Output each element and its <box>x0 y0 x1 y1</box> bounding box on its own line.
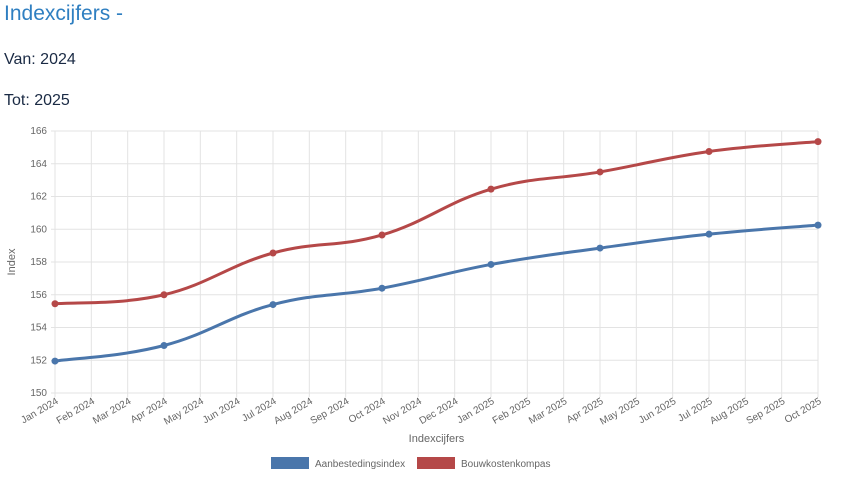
x-tick-label: Oct 2025 <box>783 396 824 426</box>
series-line-aanbestedingsindex <box>54 223 819 363</box>
x-tick-label: Feb 2025 <box>491 396 533 427</box>
y-tick-label: 164 <box>30 159 47 170</box>
data-point <box>596 168 604 176</box>
y-tick-label: 158 <box>30 257 47 268</box>
y-axis-title: Index <box>6 248 18 275</box>
x-tick-label: Aug 2024 <box>272 396 315 427</box>
data-point <box>269 301 277 309</box>
x-tick-label: Dec 2024 <box>418 396 461 427</box>
x-tick-label: Jun 2025 <box>637 396 679 426</box>
data-point <box>814 138 822 146</box>
x-tick-label: May 2025 <box>598 396 642 428</box>
x-tick-label: Jun 2024 <box>201 396 243 426</box>
y-tick-label: 162 <box>30 192 47 203</box>
y-tick-label: 150 <box>30 388 47 399</box>
from-year: Van: 2024 <box>4 51 76 68</box>
x-tick-label: Feb 2024 <box>55 396 97 427</box>
y-tick-label: 156 <box>30 290 47 301</box>
data-point <box>378 231 386 239</box>
x-tick-label: Oct 2024 <box>347 396 388 426</box>
legend-label: Aanbestedingsindex <box>315 459 405 470</box>
x-tick-label: Aug 2025 <box>708 396 751 427</box>
legend-label: Bouwkostenkompas <box>461 459 551 470</box>
x-tick-label: Jan 2025 <box>455 396 497 426</box>
y-tick-label: 154 <box>30 323 47 334</box>
x-tick-label: Sep 2025 <box>745 396 788 427</box>
data-point <box>487 185 495 193</box>
y-tick-label: 166 <box>30 126 47 137</box>
data-point <box>705 230 713 238</box>
data-point <box>596 244 604 252</box>
x-tick-label: Mar 2024 <box>91 396 133 427</box>
data-point <box>51 300 59 308</box>
y-tick-label: 152 <box>30 355 47 366</box>
series-line-bouwkostenkompas <box>54 140 819 306</box>
legend-swatch <box>417 457 455 469</box>
data-point <box>378 284 386 292</box>
to-year: Tot: 2025 <box>4 92 70 109</box>
x-tick-label: Nov 2024 <box>381 396 424 427</box>
x-tick-label: Sep 2024 <box>309 396 352 427</box>
data-point <box>160 342 168 350</box>
legend-swatch <box>271 457 309 469</box>
x-tick-label: Jan 2024 <box>19 396 61 426</box>
x-tick-label: May 2024 <box>162 396 206 428</box>
data-point <box>51 357 59 365</box>
y-tick-label: 160 <box>30 224 47 235</box>
x-axis-title: Indexcijfers <box>409 433 465 445</box>
data-point <box>814 221 822 229</box>
data-point <box>269 249 277 257</box>
data-point <box>487 260 495 268</box>
data-point <box>705 147 713 155</box>
data-point <box>160 291 168 299</box>
x-tick-label: Mar 2025 <box>527 396 569 427</box>
page-title: Indexcijfers - <box>4 2 124 25</box>
